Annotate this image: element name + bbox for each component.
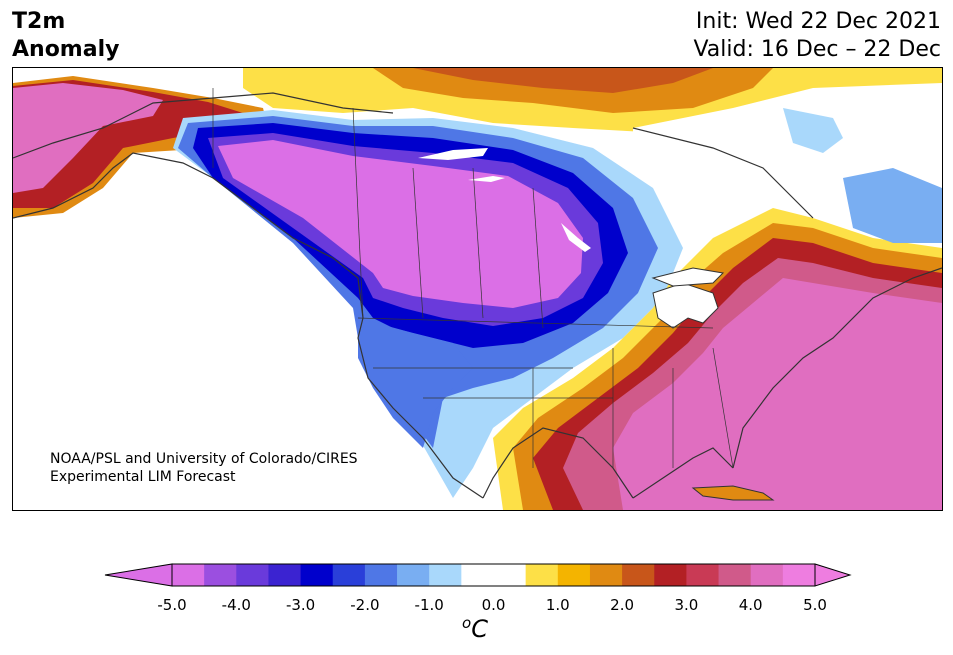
colorbar-frame	[171, 563, 816, 587]
state-borders	[212, 88, 734, 469]
colorbar-segment	[172, 564, 205, 586]
title-line-1: T2m	[12, 9, 66, 34]
colorbar-segment	[332, 564, 366, 586]
cuba	[691, 485, 775, 501]
east-warm-magenta	[613, 278, 942, 510]
alaska-warm-magenta	[13, 83, 163, 193]
colorbar-segment	[236, 564, 269, 586]
colorbar-tick-label: 3.0	[674, 596, 699, 614]
colorbar-segment	[654, 564, 687, 586]
colorbar-segment	[589, 564, 623, 586]
valid-range: Valid: 16 Dec – 22 Dec	[693, 37, 941, 62]
great-lakes	[652, 282, 719, 329]
colorbar-tick-label: -1.0	[414, 596, 444, 614]
colorbar-tick-label: -5.0	[157, 596, 187, 614]
colorbar-segment	[204, 564, 237, 586]
colorbar	[104, 563, 852, 587]
baffin-cold	[783, 108, 843, 153]
lake-superior	[651, 267, 725, 287]
unit-main: C	[471, 615, 488, 643]
credit-line-1: NOAA/PSL and University of Colorado/CIRE…	[50, 451, 358, 467]
colorbar-tick-label: 4.0	[738, 596, 763, 614]
colorbar-under-arrow	[104, 563, 173, 587]
colorbar-segment	[622, 564, 655, 586]
init-date: Init: Wed 22 Dec 2021	[695, 9, 941, 34]
colorbar-segment	[364, 564, 398, 586]
colorbar-unit: oC	[462, 614, 488, 643]
colorbar-tick-label: -4.0	[221, 596, 251, 614]
credit-line-2: Experimental LIM Forecast	[50, 469, 236, 485]
cold-violet-core	[218, 140, 583, 308]
colorbar-tick-label: -3.0	[285, 596, 316, 614]
colorbar-segment	[782, 564, 816, 586]
colorbar-segment	[493, 564, 527, 586]
lake-winnipeg	[561, 223, 591, 252]
forecast-dates: Init: Wed 22 Dec 2021 Valid: 16 Dec – 22…	[693, 8, 941, 64]
colorbar-segment	[268, 564, 302, 586]
colorbar-tick-label: 0.0	[481, 596, 506, 614]
colorbar-tick-label: 1.0	[545, 596, 570, 614]
title-line-2: Anomaly	[12, 37, 120, 62]
colorbar-tick-label: 5.0	[803, 596, 827, 614]
colorbar-segment	[718, 564, 752, 586]
colorbar-segment	[429, 564, 462, 586]
colorbar-segment	[750, 564, 784, 586]
colorbar-segment	[525, 564, 559, 586]
colorbar-segment	[557, 564, 591, 586]
colorbar-segment	[397, 564, 430, 586]
great-slave-lake	[418, 148, 488, 160]
unit-superscript: o	[462, 614, 472, 632]
colorbar-segment	[461, 564, 494, 586]
labrador-cold	[843, 168, 942, 243]
colorbar-segment	[300, 564, 334, 586]
map-panel: NOAA/PSL and University of Colorado/CIRE…	[12, 67, 943, 511]
arctic-warm-red	[413, 68, 713, 93]
colorbar-over-arrow	[814, 563, 852, 587]
colorbar-segment	[686, 564, 720, 586]
map-title: T2m Anomaly	[12, 8, 119, 64]
colorbar-tick-label: -2.0	[350, 596, 380, 614]
colorbar-tick-label: 2.0	[610, 596, 635, 614]
southwest-cold	[358, 318, 473, 448]
anomaly-map	[13, 68, 942, 510]
credit-note: NOAA/PSL and University of Colorado/CIRE…	[50, 450, 358, 486]
lake-athabasca	[468, 176, 505, 182]
